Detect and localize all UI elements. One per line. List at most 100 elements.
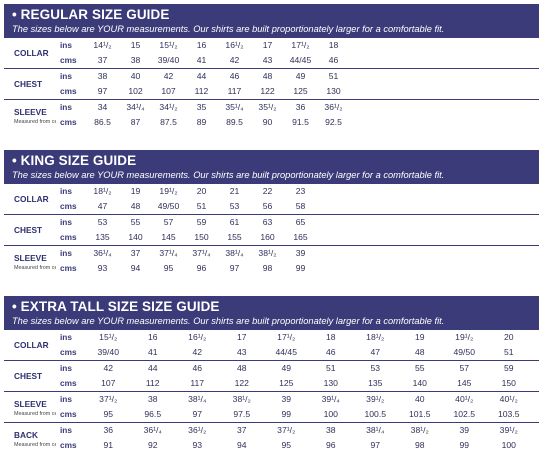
size-value: 89 <box>196 117 207 127</box>
king-header: • KING SIZE GUIDE The sizes below are YO… <box>4 150 539 184</box>
size-value: 38 <box>86 68 119 84</box>
table-row: cms 37 38 39/40 41 42 43 44/45 46 <box>4 53 539 69</box>
size-value: 42 <box>86 360 131 376</box>
size-value: 56 <box>262 201 273 211</box>
size-value: 117 <box>190 378 205 388</box>
size-value: 14¹/₂ <box>93 40 112 50</box>
size-value: 39¹/₂ <box>486 422 531 438</box>
size-value: 39 <box>284 245 317 261</box>
size-value: 92 <box>147 440 158 450</box>
size-value: 42 <box>152 68 185 84</box>
size-value: 86.5 <box>94 117 111 127</box>
size-value: 51 <box>308 360 353 376</box>
measurement-name: CHEST <box>14 78 43 89</box>
size-value: 135 <box>95 232 110 242</box>
unit-label: cms <box>60 440 77 450</box>
size-value: 34¹/₄ <box>119 99 152 115</box>
measurement-label: SLEEVE Measured from centre of back <box>4 99 56 130</box>
table-row: cms 47 48 49/50 51 53 56 58 <box>4 199 539 215</box>
king-subtitle: The sizes below are YOUR measurements. O… <box>12 170 445 180</box>
size-value <box>317 199 350 215</box>
size-value: 51 <box>503 347 514 357</box>
size-value: 35¹/₂ <box>251 99 284 115</box>
size-value: 17¹/₂ <box>277 332 296 342</box>
empty-cell <box>531 422 539 438</box>
size-value: 19¹/₂ <box>159 186 178 196</box>
size-value: 37¹/₄ <box>185 245 218 261</box>
size-value: 44 <box>185 68 218 84</box>
size-value: 130 <box>323 378 338 388</box>
size-value: 100 <box>323 409 338 419</box>
size-value: 122 <box>260 86 275 96</box>
measurement-name: COLLAR <box>14 47 49 58</box>
size-value: 35 <box>185 99 218 115</box>
size-value: 100.5 <box>364 409 386 419</box>
measurement-name: SLEEVE <box>14 253 47 263</box>
size-value: 15¹/₂ <box>99 332 118 342</box>
size-value: 43 <box>236 347 247 357</box>
size-value: 107 <box>161 86 176 96</box>
size-value: 44/45 <box>289 55 312 65</box>
size-value: 59 <box>486 360 531 376</box>
size-value: 40 <box>119 68 152 84</box>
size-value: 102 <box>128 86 143 96</box>
unit-label: ins <box>56 68 86 84</box>
size-value: 87.5 <box>160 117 177 127</box>
size-value: 36¹/₄ <box>130 422 175 438</box>
size-value: 57 <box>442 360 487 376</box>
size-value: 97 <box>97 86 108 96</box>
size-value: 44 <box>130 360 175 376</box>
regular-size-guide: • REGULAR SIZE GUIDE The sizes below are… <box>4 4 539 130</box>
size-value: 16 <box>147 332 158 342</box>
size-value: 97 <box>370 440 381 450</box>
size-value: 39¹/₂ <box>353 391 398 407</box>
size-value: 17 <box>262 40 273 50</box>
empty-cell <box>350 115 539 130</box>
size-value: 46 <box>328 55 339 65</box>
size-value: 51 <box>196 201 207 211</box>
size-value: 160 <box>260 232 275 242</box>
size-value: 99 <box>295 263 306 273</box>
measurement-name: COLLAR <box>14 193 49 204</box>
size-value: 93 <box>192 440 203 450</box>
size-value: 89.5 <box>226 117 243 127</box>
empty-cell <box>531 376 539 392</box>
size-value: 21 <box>229 186 240 196</box>
king-size-guide: • KING SIZE GUIDE The sizes below are YO… <box>4 150 539 276</box>
size-value: 63 <box>251 214 284 230</box>
size-value: 37¹/₂ <box>86 391 131 407</box>
table-row: COLLAR ins 14¹/₂ 15 15¹/₂ 16 16¹/₂ 17 17¹/₂ 18 <box>4 38 539 58</box>
table-row: CHEST ins 42 44 46 48 49 51 53 55 57 59 <box>4 360 539 392</box>
size-value: 61 <box>218 214 251 230</box>
size-value: 99 <box>281 409 292 419</box>
empty-cell <box>350 99 539 115</box>
size-value: 49 <box>264 360 309 376</box>
king-size-table: COLLAR ins 18¹/₂ 19 19¹/₂ 20 21 22 23 cms 47 48 49/5… <box>4 184 539 276</box>
table-row: cms 39/40 41 42 43 44/45 46 47 48 49/50 51 <box>4 345 539 361</box>
size-value: 36 <box>284 99 317 115</box>
table-row: cms 91 92 93 94 95 96 97 98 99 100 <box>4 438 539 453</box>
measurement-note: Measured from centre of back <box>14 265 56 271</box>
unit-label: ins <box>60 332 72 342</box>
size-value: 49/50 <box>157 201 180 211</box>
table-row: cms 95 96.5 97 97.5 99 100 100.5 101.5 102.5 103.5 <box>4 407 539 423</box>
size-value: 37 <box>119 245 152 261</box>
size-value: 41 <box>147 347 158 357</box>
size-value: 48 <box>414 347 425 357</box>
empty-cell <box>531 360 539 376</box>
table-row: CHEST ins 38 40 42 44 46 48 49 51 <box>4 68 539 100</box>
size-value: 46 <box>175 360 220 376</box>
size-value: 38¹/₄ <box>353 422 398 438</box>
size-value: 93 <box>97 263 108 273</box>
measurement-note: Measured from centre back <box>14 442 56 448</box>
size-value: 95 <box>281 440 292 450</box>
measurement-label: SLEEVE Measured from centre of back <box>4 245 56 276</box>
size-value: 165 <box>293 232 308 242</box>
size-value: 43 <box>262 55 273 65</box>
table-row: CHEST ins 53 55 57 59 61 63 65 <box>4 214 539 246</box>
measurement-name: CHEST <box>14 370 43 381</box>
size-value: 18 <box>325 332 336 342</box>
size-value: 18¹/₂ <box>93 186 112 196</box>
size-value: 87 <box>130 117 141 127</box>
empty-cell <box>350 230 539 246</box>
